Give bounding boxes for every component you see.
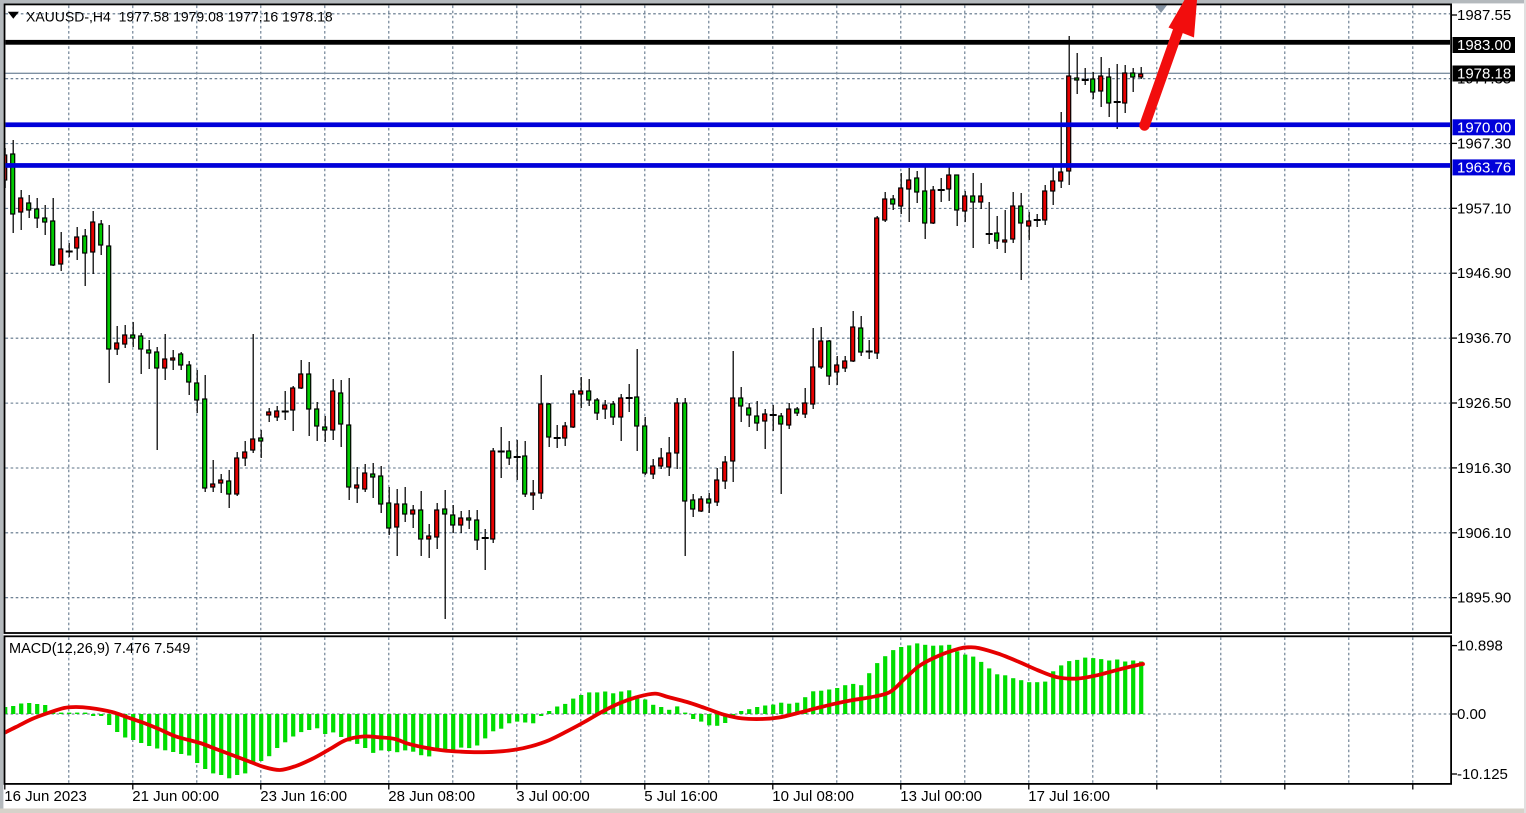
svg-text:MACD(12,26,9) 7.476 7.549: MACD(12,26,9) 7.476 7.549 (9, 641, 190, 657)
svg-text:1936.70: 1936.70 (1457, 330, 1511, 347)
svg-text:1946.90: 1946.90 (1457, 265, 1511, 282)
svg-text:21 Jun 00:00: 21 Jun 00:00 (132, 788, 219, 805)
svg-text:1970.00: 1970.00 (1457, 119, 1511, 136)
svg-text:17 Jul 16:00: 17 Jul 16:00 (1028, 788, 1110, 805)
svg-text:10 Jul 08:00: 10 Jul 08:00 (772, 788, 854, 805)
svg-text:XAUUSD-,H4 1977.58 1979.08 19: XAUUSD-,H4 1977.58 1979.08 1977.16 1978.… (26, 9, 333, 25)
svg-text:13 Jul 00:00: 13 Jul 00:00 (900, 788, 982, 805)
svg-text:1926.50: 1926.50 (1457, 395, 1511, 412)
svg-text:1906.10: 1906.10 (1457, 525, 1511, 542)
svg-text:10.898: 10.898 (1457, 638, 1503, 655)
svg-text:5 Jul 16:00: 5 Jul 16:00 (644, 788, 717, 805)
svg-text:16 Jun 2023: 16 Jun 2023 (4, 788, 87, 805)
svg-text:1983.00: 1983.00 (1457, 37, 1511, 54)
svg-text:28 Jun 08:00: 28 Jun 08:00 (388, 788, 475, 805)
svg-text:-10.125: -10.125 (1457, 766, 1508, 783)
svg-text:1957.10: 1957.10 (1457, 200, 1511, 217)
svg-text:1967.30: 1967.30 (1457, 135, 1511, 152)
svg-text:1895.90: 1895.90 (1457, 590, 1511, 607)
svg-text:23 Jun 16:00: 23 Jun 16:00 (260, 788, 347, 805)
svg-text:1963.76: 1963.76 (1457, 159, 1511, 176)
svg-text:1987.55: 1987.55 (1457, 7, 1511, 24)
svg-text:1978.18: 1978.18 (1457, 66, 1511, 83)
svg-text:3 Jul 00:00: 3 Jul 00:00 (516, 788, 589, 805)
svg-text:1916.30: 1916.30 (1457, 460, 1511, 477)
svg-text:0.00: 0.00 (1457, 706, 1486, 723)
